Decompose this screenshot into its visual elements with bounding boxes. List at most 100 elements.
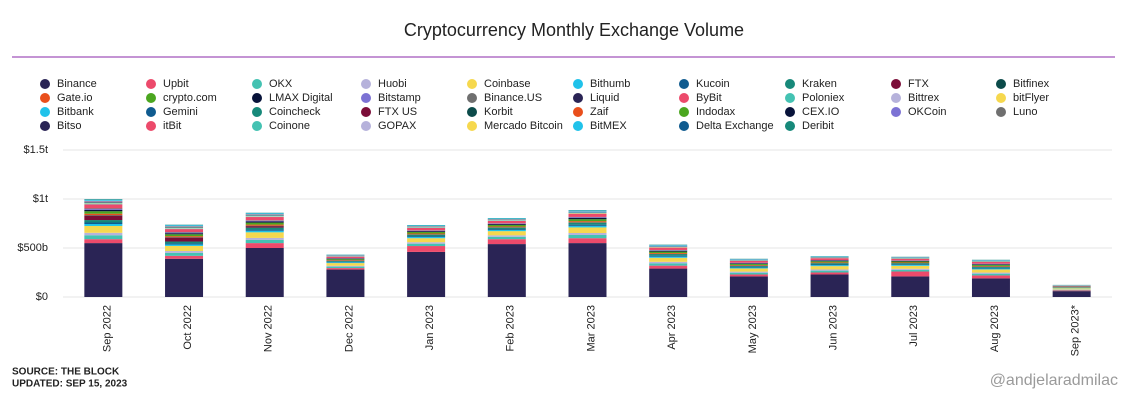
x-tick-label: Jan 2023	[424, 305, 436, 350]
legend-swatch	[996, 107, 1006, 117]
bar-segment	[810, 258, 849, 261]
bar-segment	[326, 260, 365, 261]
bar-segment	[891, 260, 930, 262]
bar-segment	[729, 276, 768, 297]
bar-segment	[165, 241, 204, 244]
bar-segment	[84, 225, 123, 233]
bar-segment	[84, 223, 123, 226]
bar-segment	[649, 265, 688, 269]
bar-segment	[891, 271, 930, 277]
legend-swatch	[361, 121, 371, 131]
bar-segment	[487, 244, 526, 297]
bar-segment	[568, 221, 607, 223]
legend-swatch	[467, 121, 477, 131]
bar-segment	[165, 251, 204, 253]
bar-segment	[326, 262, 365, 264]
legend-swatch	[785, 107, 795, 117]
bar-segment	[891, 269, 930, 272]
x-tick-label: Dec 2022	[343, 305, 355, 352]
bar-segment	[810, 266, 849, 270]
bar-segment	[568, 222, 607, 225]
bar-segment	[729, 266, 768, 268]
bar-segment	[245, 224, 284, 226]
legend-label: Bitstamp	[378, 92, 421, 104]
legend-swatch	[679, 121, 689, 131]
legend-label: Korbit	[484, 106, 513, 118]
bar-segment	[407, 243, 446, 247]
x-tick-label: Nov 2022	[263, 305, 275, 352]
y-tick-label: $500b	[17, 242, 48, 254]
bar-segment	[649, 263, 688, 266]
bar-segment	[165, 258, 204, 297]
legend-swatch	[146, 93, 156, 103]
bar-segment	[165, 232, 204, 234]
legend-swatch	[40, 107, 50, 117]
bar-segment	[891, 263, 930, 265]
bar-segment	[326, 260, 365, 262]
legend-swatch	[785, 93, 795, 103]
legend-label: OKX	[269, 78, 293, 90]
bar-segment	[487, 226, 526, 228]
bar-segment	[649, 247, 688, 250]
watermark: @andjelaradmilac	[990, 372, 1118, 389]
bar-segment	[1052, 288, 1091, 290]
bar-segment	[326, 268, 365, 270]
bar-segment	[487, 235, 526, 237]
bar-segment	[326, 259, 365, 261]
legend-swatch	[146, 121, 156, 131]
bar-segment	[326, 265, 365, 267]
bar-segment	[487, 224, 526, 227]
legend-label: FTX	[908, 78, 929, 90]
legend-label: Coinbase	[484, 78, 530, 90]
bar-segment	[84, 220, 123, 223]
bar-segment	[407, 231, 446, 233]
legend-label: itBit	[163, 120, 181, 132]
bar-segment	[1052, 291, 1091, 297]
bar-segment	[84, 208, 123, 210]
bar-segment	[407, 236, 446, 238]
legend-label: Gate.io	[57, 92, 92, 104]
bar-segment	[84, 239, 123, 244]
legend-label: Coincheck	[269, 106, 321, 118]
bar-segment	[891, 276, 930, 297]
x-tick-label: Sep 2022	[101, 305, 113, 352]
legend-swatch	[996, 93, 1006, 103]
bar-segment	[568, 225, 607, 228]
bar-segment	[84, 209, 123, 212]
x-tick-label: Apr 2023	[666, 305, 678, 350]
bar-segment	[729, 268, 768, 272]
bar-segment	[84, 215, 123, 221]
bar-segment	[165, 237, 204, 242]
legend-swatch	[785, 79, 795, 89]
bar-segment	[326, 263, 365, 266]
bar-segment	[487, 236, 526, 240]
bar-segment	[165, 225, 204, 226]
legend-swatch	[252, 79, 262, 89]
bar-segment	[165, 255, 204, 259]
legend-swatch	[573, 93, 583, 103]
bar-segment	[971, 278, 1010, 297]
bar-segment	[971, 275, 1010, 279]
bar-segment	[810, 261, 849, 263]
legend-label: Bithumb	[590, 78, 630, 90]
legend-swatch	[679, 79, 689, 89]
legend-label: CEX.IO	[802, 106, 840, 118]
bar-segment	[649, 256, 688, 258]
bar-segment	[84, 232, 123, 236]
bar-segment	[729, 260, 768, 263]
x-tick-label: Jul 2023	[908, 305, 920, 347]
bar-segment	[407, 234, 446, 237]
bar-segment	[568, 238, 607, 244]
legend-swatch	[891, 107, 901, 117]
bar-segment	[649, 250, 688, 252]
bar-segment	[891, 258, 930, 261]
legend-swatch	[679, 93, 689, 103]
legend-swatch	[996, 79, 1006, 89]
bar-segment	[407, 242, 446, 244]
bar-segment	[649, 254, 688, 256]
bar-segment	[729, 274, 768, 277]
updated: UPDATED: SEP 15, 2023	[12, 379, 128, 390]
bar-segment	[407, 251, 446, 297]
bar-segment	[649, 255, 688, 257]
